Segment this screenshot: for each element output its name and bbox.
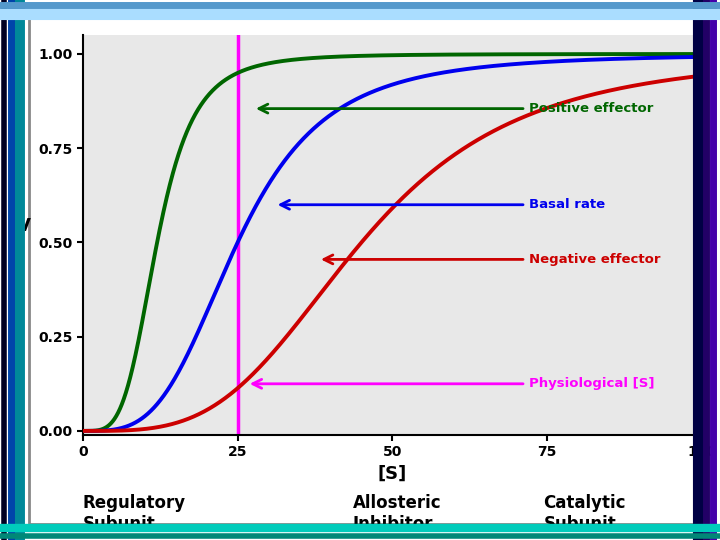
Text: Positive effector: Positive effector (259, 102, 653, 115)
Text: Physiological [S]: Physiological [S] (253, 377, 654, 390)
Text: Allosteric
Inhibitor: Allosteric Inhibitor (353, 494, 441, 533)
Text: Basal rate: Basal rate (281, 198, 605, 211)
Text: Negative effector: Negative effector (324, 253, 660, 266)
Text: Catalytic
Subunit: Catalytic Subunit (544, 494, 626, 533)
X-axis label: [S]: [S] (378, 465, 407, 483)
Y-axis label: V: V (17, 217, 31, 235)
Text: Regulatory
Subunit: Regulatory Subunit (83, 494, 186, 533)
